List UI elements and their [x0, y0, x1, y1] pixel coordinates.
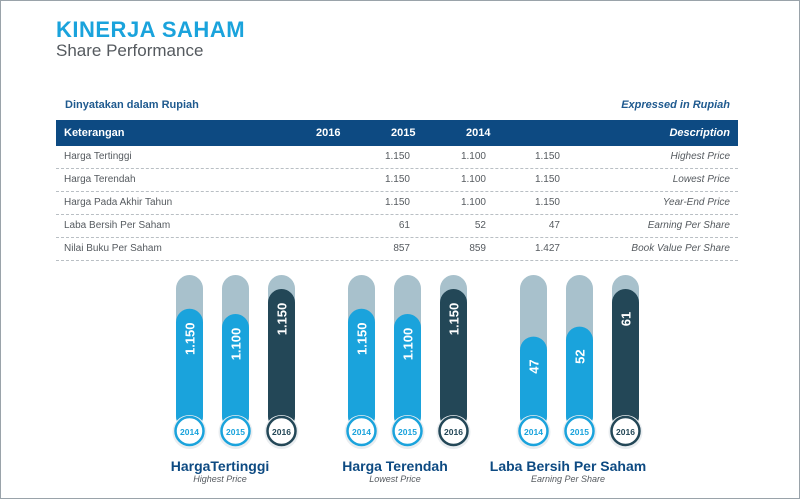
row-value-2015: 859	[469, 243, 486, 254]
share-bar-charts: 1.150 2014 1.100 2015 1.150 2016 1.150 2014 1.10…	[172, 275, 643, 449]
row-value-2016: 1.150	[384, 197, 410, 208]
bar-value-label: 1.150	[275, 303, 290, 336]
bar-2014	[348, 308, 375, 430]
row-value-2016: 1.150	[384, 174, 410, 185]
row-label: Nilai Buku Per Saham	[64, 243, 162, 254]
header-keterangan: Keterangan	[64, 127, 125, 139]
year-circle	[610, 415, 641, 447]
bar-2016	[268, 289, 295, 430]
row-value-2014: 1.150	[534, 151, 560, 162]
row-label: Laba Bersih Per Saham	[64, 220, 171, 231]
year-circle	[564, 415, 595, 447]
year-label: 2016	[616, 427, 635, 437]
row-description: Earning Per Share	[647, 220, 730, 231]
year-label: 2016	[444, 427, 463, 437]
bar-value-label: 1.150	[355, 322, 370, 355]
row-value-2016: 61	[398, 220, 410, 231]
row-value-2015: 1.100	[460, 151, 486, 162]
year-circle	[392, 415, 423, 447]
bar-value-label: 1.150	[447, 303, 462, 336]
row-description: Year-End Price	[662, 197, 730, 208]
bar-value-label: 1.100	[401, 328, 416, 361]
row-description: Highest Price	[670, 151, 730, 162]
bar-value-label: 47	[527, 359, 542, 373]
header-description: Description	[669, 127, 730, 139]
header-2015: 2015	[391, 127, 416, 139]
chart-subtitle-lowest: Lowest Price	[369, 474, 421, 484]
year-label: 2015	[226, 427, 245, 437]
row-label: Harga Pada Akhir Tahun	[64, 197, 173, 208]
year-circle	[266, 415, 297, 447]
page-subtitle: Share Performance	[56, 41, 204, 60]
bar-value-label: 1.100	[229, 328, 244, 361]
bar-value-label: 52	[573, 349, 588, 363]
table-row: Harga Pada Akhir Tahun 1.150 1.100 1.150…	[56, 192, 738, 215]
table-row: Laba Bersih Per Saham 61 52 47 Earning P…	[56, 215, 738, 238]
year-circle	[438, 415, 469, 447]
row-label: Harga Terendah	[64, 174, 136, 185]
year-label: 2014	[352, 427, 371, 437]
year-circle	[174, 415, 205, 447]
chart-title-lowest: Harga Terendah	[342, 458, 448, 474]
row-value-2014: 47	[548, 220, 560, 231]
row-value-2014: 1.427	[534, 243, 560, 254]
year-circle	[518, 415, 549, 447]
bar-2015	[222, 314, 249, 430]
row-value-2015: 1.100	[460, 197, 486, 208]
header-2016: 2016	[316, 127, 341, 139]
unit-note-id: Dinyatakan dalam Rupiah	[65, 99, 199, 111]
bar-2014	[176, 308, 203, 430]
year-label: 2014	[180, 427, 199, 437]
header-2014: 2014	[466, 127, 491, 139]
row-label: Harga Tertinggi	[64, 151, 132, 162]
page-title: KINERJA SAHAM	[56, 17, 246, 42]
bar-value-label: 1.150	[183, 322, 198, 355]
year-circle	[346, 415, 377, 447]
table-row: Nilai Buku Per Saham 857 859 1.427 Book …	[56, 238, 738, 261]
row-value-2014: 1.150	[534, 174, 560, 185]
row-value-2016: 1.150	[384, 151, 410, 162]
bar-value-label: 61	[619, 312, 634, 326]
row-value-2016: 857	[393, 243, 410, 254]
chart-subtitle-highest: Highest Price	[193, 474, 247, 484]
bar-2016	[612, 289, 639, 430]
year-circle	[220, 415, 251, 447]
share-performance-table: Keterangan 2016 2015 2014 Description Ha…	[56, 120, 738, 261]
row-description: Book Value Per Share	[631, 243, 730, 254]
bar-2015	[566, 326, 593, 430]
chart-title-highest: HargaTertinggi	[170, 458, 270, 474]
bar-2014	[520, 336, 547, 430]
row-description: Lowest Price	[672, 174, 730, 185]
year-label: 2015	[570, 427, 589, 437]
bar-2015	[394, 314, 421, 430]
table-header: Keterangan 2016 2015 2014 Description	[56, 120, 738, 146]
year-label: 2015	[398, 427, 417, 437]
chart-subtitle-eps: Earning Per Share	[530, 474, 606, 484]
row-value-2015: 1.100	[460, 174, 486, 185]
table-row: Harga Tertinggi 1.150 1.100 1.150 Highes…	[56, 146, 738, 169]
bar-2016	[440, 289, 467, 430]
chart-title-eps: Laba Bersih Per Saham	[489, 458, 647, 474]
year-label: 2014	[524, 427, 543, 437]
unit-note-en: Expressed in Rupiah	[621, 99, 730, 111]
table-row: Harga Terendah 1.150 1.100 1.150 Lowest …	[56, 169, 738, 192]
row-value-2014: 1.150	[534, 197, 560, 208]
year-label: 2016	[272, 427, 291, 437]
row-value-2015: 52	[474, 220, 486, 231]
